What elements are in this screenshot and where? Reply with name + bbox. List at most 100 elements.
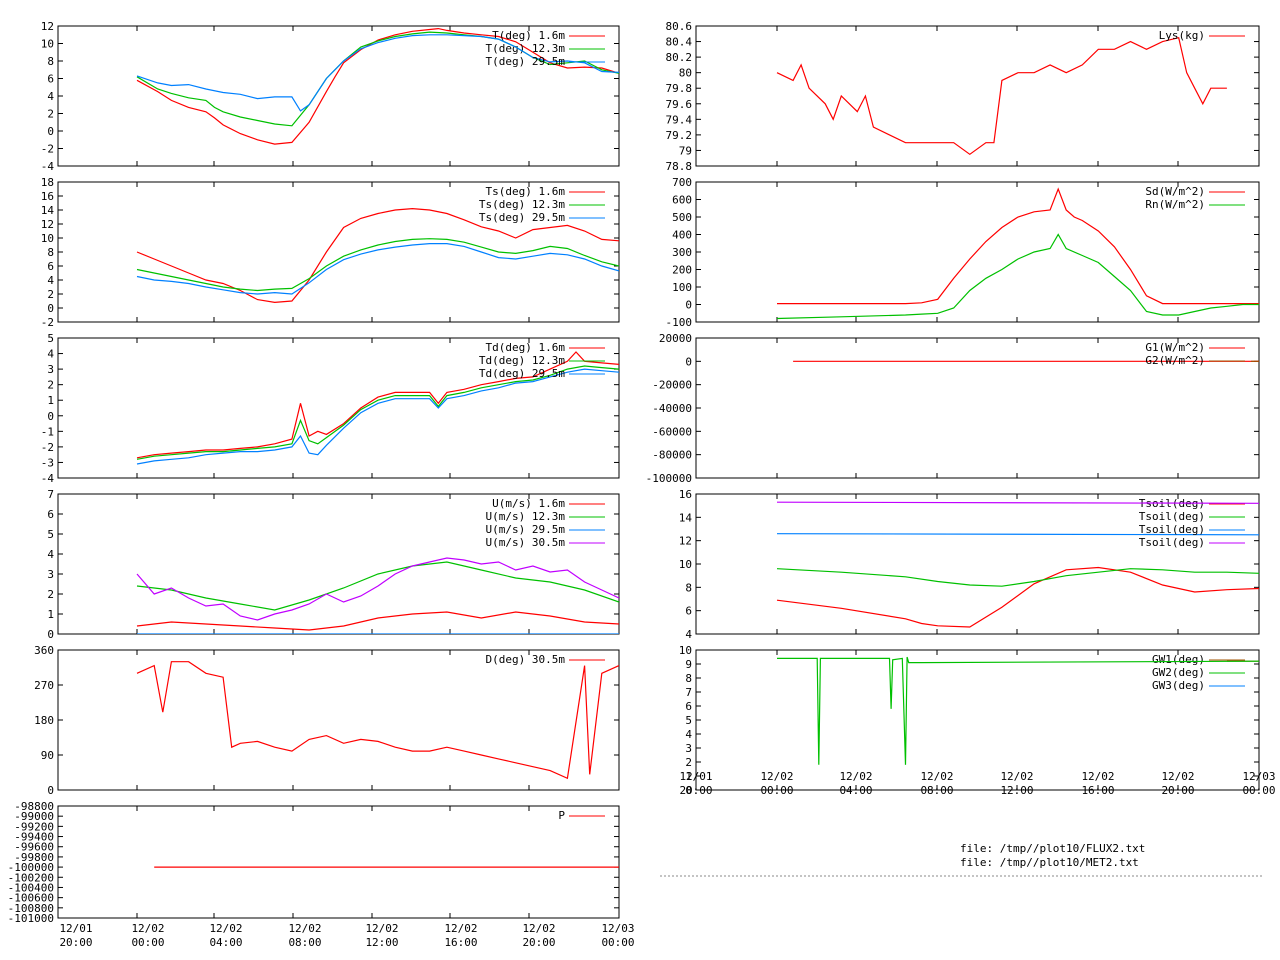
y-tick-label: 14 — [679, 511, 693, 524]
x-tick-label: 20:00 — [59, 936, 92, 949]
x-tick-label: 12:00 — [1000, 784, 1033, 797]
legend-label: Sd(W/m^2) — [1145, 185, 1205, 198]
legend-label: Ts(deg) 1.6m — [486, 185, 566, 198]
plot-frame — [695, 25, 1260, 167]
legend-label: P — [558, 809, 565, 822]
series-line-2 — [136, 34, 619, 112]
x-tick-label: 20:00 — [522, 936, 555, 949]
y-tick-label: 4 — [47, 90, 54, 103]
legend-label: T(deg) 29.5m — [486, 55, 566, 68]
y-tick-label: -99400 — [14, 831, 54, 844]
legend-label: U(m/s) 30.5m — [486, 536, 566, 549]
y-tick-label: 20000 — [659, 332, 692, 345]
y-tick-label: -99000 — [14, 810, 54, 823]
legend-label: U(m/s) 29.5m — [486, 523, 566, 536]
series-line-0 — [136, 27, 619, 145]
y-tick-label: 500 — [672, 211, 692, 224]
y-tick-label: 0 — [47, 628, 54, 641]
y-tick-label: 1 — [685, 770, 692, 783]
y-tick-label: 8 — [47, 246, 54, 259]
y-tick-label: 7 — [685, 686, 692, 699]
series-line-1 — [136, 238, 619, 292]
y-tick-label: 6 — [47, 73, 54, 86]
plot-frame — [57, 337, 620, 479]
y-tick-label: 7 — [47, 488, 54, 501]
x-tick-label: 12/02 — [920, 770, 953, 783]
series-line-1 — [776, 233, 1259, 320]
y-tick-label: 79 — [679, 144, 692, 157]
file-label-met: file: /tmp//plot10/MET2.txt — [960, 856, 1139, 869]
series-line-0 — [776, 566, 1259, 628]
x-tick-label: 00:00 — [131, 936, 164, 949]
y-tick-label: 79.4 — [666, 113, 693, 126]
chart-panel-9: 46810121416Tsoil(deg)Tsoil(deg)Tsoil(deg… — [679, 488, 1260, 641]
x-tick-label: 12/02 — [1161, 770, 1194, 783]
legend-label: Rn(W/m^2) — [1145, 198, 1205, 211]
legend-label: Ts(deg) 12.3m — [479, 198, 565, 211]
y-tick-label: 10 — [679, 644, 692, 657]
y-tick-label: 1 — [47, 394, 54, 407]
y-tick-label: 2 — [685, 756, 692, 769]
y-tick-label: 4 — [685, 628, 692, 641]
series-line-1 — [136, 365, 619, 460]
y-tick-label: 6 — [47, 508, 54, 521]
x-tick-label: 12/02 — [760, 770, 793, 783]
chart-panel-5: -101000-100800-100600-100400-100200-1000… — [8, 800, 620, 925]
legend-label: Tsoil(deg) — [1139, 523, 1205, 536]
x-tick-label: 00:00 — [760, 784, 793, 797]
x-tick-label: 04:00 — [839, 784, 872, 797]
y-tick-label: 80 — [679, 67, 692, 80]
legend-label: Td(deg) 29.5m — [479, 367, 565, 380]
plot-frame — [57, 805, 620, 919]
y-tick-label: 270 — [34, 679, 54, 692]
y-tick-label: -100000 — [646, 472, 692, 485]
y-tick-label: 5 — [47, 332, 54, 345]
y-tick-label: 2 — [47, 588, 54, 601]
x-tick-label: 12/03 — [601, 922, 634, 935]
y-tick-label: 10 — [41, 38, 54, 51]
y-tick-label: -3 — [41, 456, 54, 469]
y-tick-label: 700 — [672, 176, 692, 189]
legend-label: Ts(deg) 29.5m — [479, 211, 565, 224]
y-tick-label: 360 — [34, 644, 54, 657]
y-tick-label: 16 — [41, 190, 54, 203]
x-tick-label: 16:00 — [444, 936, 477, 949]
y-tick-label: 0 — [47, 125, 54, 138]
x-tick-label: 16:00 — [1081, 784, 1114, 797]
chart-panel-8: -100000 -80000 -60000 -40000 -20000 0 20000 G1(… — [646, 332, 1260, 485]
series-line-2 — [136, 368, 619, 465]
series-line-0 — [136, 661, 619, 780]
y-tick-label: 2 — [47, 379, 54, 392]
chart-panel-3: 0 1 2 3 4 5 6 7 U(m/s) 1.6mU(m/s) 12.3mU(m/s) 29… — [47, 488, 620, 641]
x-tick-label: 12/02 — [288, 922, 321, 935]
y-tick-label: 4 — [47, 348, 54, 361]
legend-label: Tsoil(deg) — [1139, 510, 1205, 523]
y-tick-label: 0 — [685, 299, 692, 312]
y-tick-label: 12 — [41, 218, 54, 231]
x-tick-label: 12/03 — [1242, 770, 1275, 783]
legend-label: Td(deg) 12.3m — [479, 354, 565, 367]
y-tick-label: -100400 — [8, 881, 54, 894]
y-tick-label: -100200 — [8, 871, 54, 884]
x-tick-label: 04:00 — [209, 936, 242, 949]
x-tick-label: 12/02 — [365, 922, 398, 935]
y-tick-label: 80.4 — [666, 36, 693, 49]
chart-panel-4: 0 90 180 270 360 D(deg) 30.5m — [34, 644, 620, 797]
y-tick-label: -40000 — [652, 402, 692, 415]
y-tick-label: 14 — [41, 204, 55, 217]
y-tick-label: 8 — [47, 55, 54, 68]
y-tick-label: 10 — [679, 558, 692, 571]
x-tick-label: 00:00 — [1242, 784, 1275, 797]
y-tick-label: 5 — [685, 714, 692, 727]
y-tick-label: 16 — [679, 488, 692, 501]
y-tick-label: -99200 — [14, 820, 54, 833]
series-line-3 — [136, 557, 619, 621]
y-tick-label: 80.2 — [666, 51, 693, 64]
y-tick-label: 90 — [41, 749, 54, 762]
y-tick-label: -100 — [666, 316, 693, 329]
series-line-0 — [136, 351, 619, 459]
y-tick-label: 300 — [672, 246, 692, 259]
y-tick-label: 3 — [47, 568, 54, 581]
y-tick-label: 4 — [685, 728, 692, 741]
y-tick-label: 4 — [47, 274, 54, 287]
